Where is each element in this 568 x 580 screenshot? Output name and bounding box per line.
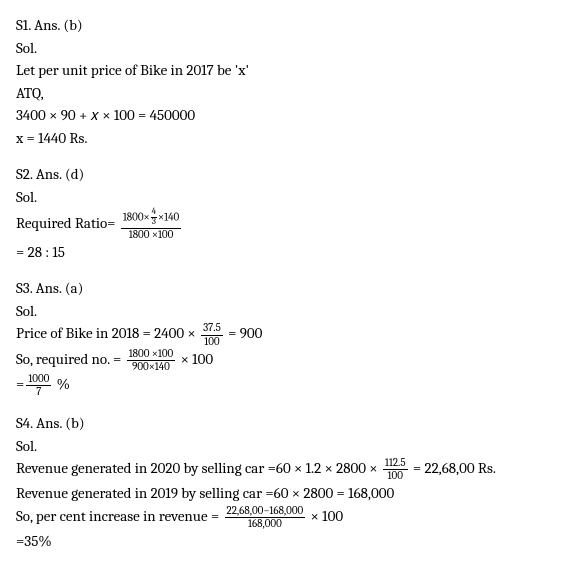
s1-line2: ATQ,: [16, 82, 552, 105]
s3-req-tail: × 100: [181, 350, 214, 368]
s2-den: 1800 ×100: [121, 229, 181, 241]
s1-line4: x = 1440 Rs.: [16, 127, 552, 150]
s3-header: S3. Ans. (a): [16, 277, 552, 300]
s4-rev2020-frac: 112.5 100: [383, 457, 408, 482]
solution-4: S4. Ans. (b) Sol. Revenue generated in 2…: [16, 412, 552, 552]
s2-num-right: ×140: [158, 211, 179, 224]
s3-price-line: Price of Bike in 2018 = 2400 × 37.5 100 …: [16, 322, 552, 347]
s2-ratio-label: Required Ratio=: [16, 214, 116, 232]
s1-header: S1. Ans. (b): [16, 14, 552, 37]
s2-fraction: 1800×43×140 1800 ×100: [121, 208, 181, 241]
s4-pct-result: =35%: [16, 530, 552, 553]
s3-final-pct: %: [57, 375, 70, 393]
s1-line3: 3400 × 90 + 𝑥 × 100 = 450000: [16, 104, 552, 127]
s3-sol: Sol.: [16, 300, 552, 323]
s3-final-frac: 1000 7: [26, 373, 51, 398]
s2-result: = 28 : 15: [16, 241, 552, 264]
s3-price-frac: 37.5 100: [201, 322, 223, 347]
s3-req-frac: 1800 ×100 900×140: [127, 348, 176, 373]
s2-header: S2. Ans. (d): [16, 163, 552, 186]
s3-final-eq: =: [16, 375, 24, 393]
s4-rev2020-eq: = 22,68,00 Rs.: [413, 459, 496, 477]
s3-req-line: So, required no. = 1800 ×100 900×140 × 1…: [16, 348, 552, 373]
s1-line1: Let per unit price of Bike in 2017 be 'x…: [16, 59, 552, 82]
s4-pct-tail: × 100: [311, 507, 344, 525]
s3-price-label: Price of Bike in 2018 = 2400 ×: [16, 325, 196, 343]
s4-header: S4. Ans. (b): [16, 412, 552, 435]
s4-pct-label: So, per cent increase in revenue =: [16, 507, 219, 525]
s3-req-label: So, required no. =: [16, 350, 121, 368]
s4-rev2019: Revenue generated in 2019 by selling car…: [16, 482, 552, 505]
s2-inner-frac: 43: [151, 208, 157, 228]
s2-ratio-line: Required Ratio= 1800×43×140 1800 ×100: [16, 208, 552, 241]
s2-num-left: 1800×: [123, 211, 150, 224]
s2-sol: Sol.: [16, 186, 552, 209]
s3-price-eq: = 900: [228, 325, 262, 343]
s4-rev2020-line: Revenue generated in 2020 by selling car…: [16, 457, 552, 482]
solution-2: S2. Ans. (d) Sol. Required Ratio= 1800×4…: [16, 163, 552, 263]
s4-rev2020-label: Revenue generated in 2020 by selling car…: [16, 459, 378, 477]
solution-1: S1. Ans. (b) Sol. Let per unit price of …: [16, 14, 552, 149]
s1-sol: Sol.: [16, 37, 552, 60]
s3-final-line: = 1000 7 %: [16, 373, 552, 398]
solution-3: S3. Ans. (a) Sol. Price of Bike in 2018 …: [16, 277, 552, 398]
s4-sol: Sol.: [16, 435, 552, 458]
s4-pct-line: So, per cent increase in revenue = 22,68…: [16, 505, 552, 530]
s4-pct-frac: 22,68,00−168,000 168,000: [225, 505, 306, 530]
